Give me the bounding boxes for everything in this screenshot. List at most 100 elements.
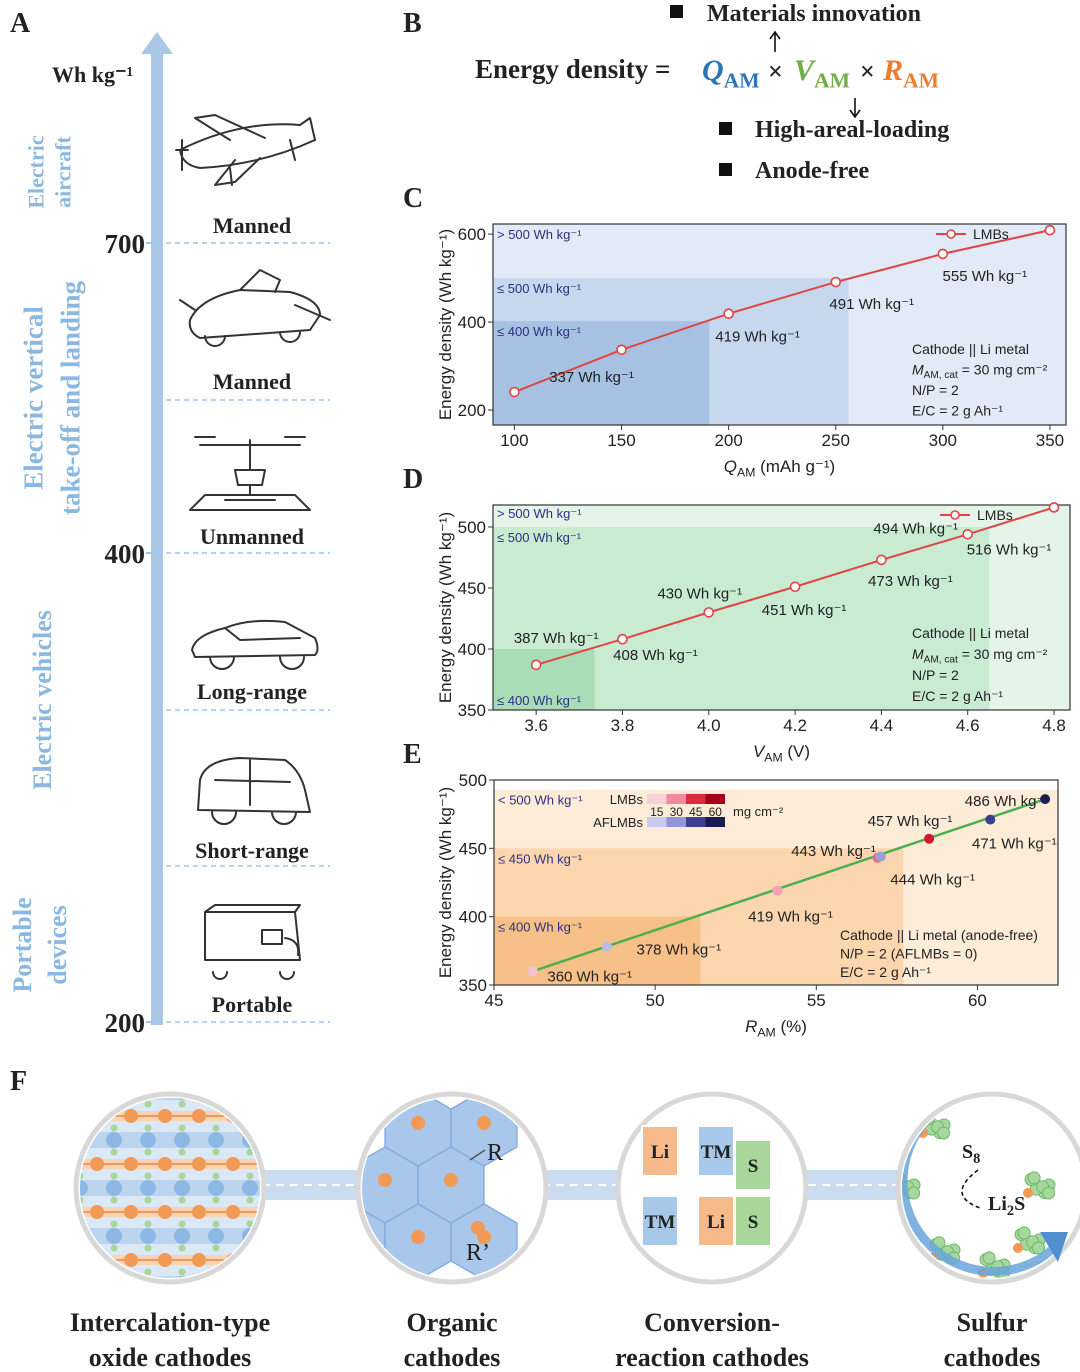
point (1040, 794, 1051, 805)
atom (174, 1228, 190, 1244)
text-part: R (882, 54, 903, 87)
x-tick-label: 250 (822, 431, 850, 450)
panel-label: E (403, 739, 422, 770)
atom (1027, 1171, 1041, 1185)
atom (90, 1157, 104, 1171)
y-tick-label: 200 (458, 401, 486, 420)
text-part: (V) (783, 742, 810, 761)
atom (110, 1268, 118, 1276)
cycle-arrow-head (1040, 1232, 1068, 1262)
caption: reaction cathodes (615, 1343, 809, 1372)
circle-frame (615, 1091, 809, 1285)
point (985, 814, 996, 825)
text-part: Q (702, 54, 724, 87)
panel-label: A (10, 8, 31, 39)
caption: Organic (407, 1308, 498, 1337)
atom (110, 1100, 118, 1108)
substituent: R’ (466, 1240, 490, 1266)
x-tick-label: 4.0 (697, 716, 721, 735)
layer (80, 1098, 260, 1100)
atom (124, 1253, 138, 1267)
atom (178, 1268, 186, 1276)
atom (174, 1180, 190, 1196)
atom (1032, 1241, 1046, 1255)
atom (208, 1132, 224, 1148)
atom (1023, 1188, 1033, 1198)
legend-swatch (666, 817, 686, 827)
atom (144, 1220, 152, 1228)
text-part: (%) (776, 1017, 807, 1036)
text-part: Li (988, 1193, 1007, 1215)
element-label: TM (701, 1142, 732, 1163)
legend-swatch (647, 817, 667, 827)
atom (260, 1253, 274, 1267)
panel-label: B (403, 8, 422, 39)
atom (140, 1132, 156, 1148)
x-axis-label: RAM (%) (745, 1017, 807, 1039)
atom (260, 1109, 274, 1123)
x-tick-label: 4.8 (1042, 716, 1066, 735)
atom (106, 1180, 122, 1196)
text-part: Q (724, 457, 737, 476)
atom (471, 1221, 485, 1235)
atom (444, 1173, 458, 1187)
atom (80, 1196, 84, 1204)
annotation: Cathode || Li metal (912, 341, 1029, 357)
item-label: Manned (213, 213, 291, 238)
atom (212, 1196, 220, 1204)
atom (106, 1132, 122, 1148)
legend-swatch (705, 794, 725, 804)
x-tick-label: 55 (807, 991, 826, 1010)
panel-label: F (10, 1066, 27, 1097)
annotation: N/P = 2 (912, 382, 959, 398)
atom (144, 1244, 152, 1252)
y-tick-label: 400 (459, 908, 487, 927)
puzzle-piece (734, 1139, 772, 1191)
atom (80, 1268, 84, 1276)
y-axis-label: Energy density (Wh kg⁻¹) (436, 512, 455, 703)
atom (1017, 1226, 1031, 1240)
data-label: 555 Wh kg⁻¹ (943, 268, 1028, 285)
text-part: 8 (973, 1151, 980, 1167)
atom (208, 1098, 224, 1100)
atom (158, 1253, 172, 1267)
element-label: Li (651, 1142, 669, 1163)
group-label: Electric vehicles (28, 610, 57, 790)
plot-frame (492, 504, 1071, 711)
atom (80, 1098, 88, 1100)
element-label: Li (707, 1212, 725, 1233)
annotation: E/C = 2 g Ah⁻¹ (912, 688, 1003, 704)
atom (246, 1196, 254, 1204)
data-label: 337 Wh kg⁻¹ (549, 369, 634, 386)
data-label: 408 Wh kg⁻¹ (613, 647, 698, 664)
x-tick-label: 4.2 (783, 716, 807, 735)
layer (80, 1132, 260, 1148)
puzzle-piece (697, 1125, 735, 1177)
marker (1044, 224, 1056, 236)
axis-tick-label: 200 (105, 1008, 146, 1038)
panel-label: D (403, 464, 423, 495)
text-part: 2 (1007, 1203, 1014, 1219)
y-tick-label: 450 (459, 839, 487, 858)
layer (80, 1180, 260, 1196)
icon-sedan (191, 619, 319, 670)
annotation: E/C = 2 g Ah⁻¹ (912, 403, 1003, 419)
equation-term: QAM (702, 54, 760, 93)
y-tick-label: 400 (458, 313, 486, 332)
atom (212, 1172, 220, 1180)
point (875, 851, 886, 862)
atom (246, 1268, 254, 1276)
legend-tick: 30 (670, 805, 684, 819)
atom (110, 1220, 118, 1228)
atom (110, 1172, 118, 1180)
item-label: Long-range (197, 679, 307, 704)
equation-term: VAM (794, 54, 850, 93)
chart: C > 500 Wh kg⁻¹ ≤ 500 Wh kg⁻¹ ≤ 400 Wh kg⁻¹… (403, 183, 1067, 479)
group-label: Electric (24, 135, 49, 209)
group-label: aircraft (51, 136, 76, 208)
puzzle-piece (641, 1125, 679, 1177)
region-label: > 500 Wh kg⁻¹ (497, 227, 582, 242)
atom (80, 1100, 84, 1108)
y-tick-label: 600 (458, 225, 486, 244)
